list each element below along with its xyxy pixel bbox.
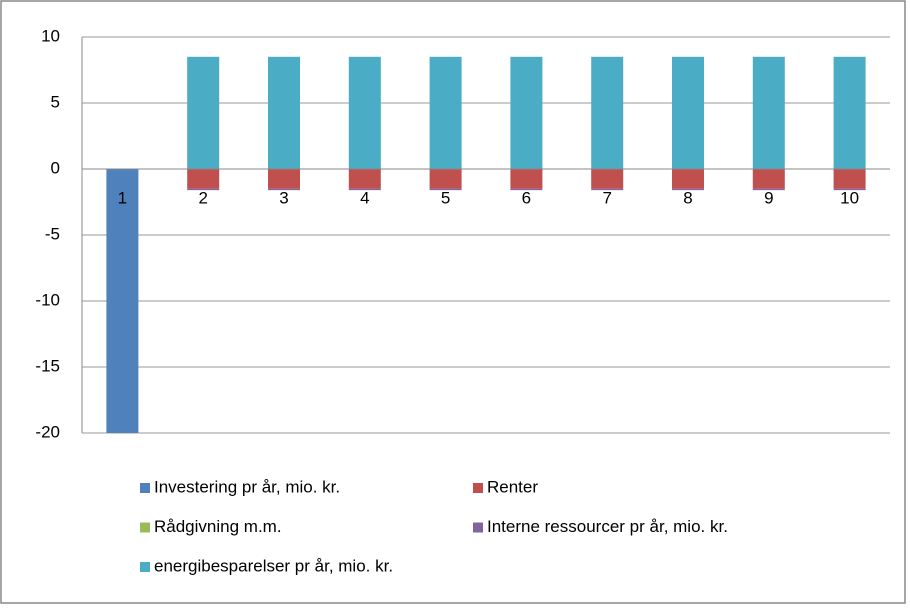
bar-segment <box>672 169 704 189</box>
y-tick-label: 0 <box>51 158 60 177</box>
legend-swatch <box>140 522 150 533</box>
bar-segment <box>429 169 462 189</box>
bar-segment <box>752 188 785 191</box>
legend-label: Investering pr år, mio. kr. <box>154 477 340 496</box>
bar-segment <box>833 169 866 189</box>
legend-label: Interne ressourcer pr år, mio. kr. <box>487 517 728 536</box>
y-tick-label: -5 <box>45 224 60 243</box>
y-tick-label: -20 <box>35 422 60 441</box>
x-tick-label: 3 <box>279 188 288 207</box>
y-tick-label: 5 <box>51 92 60 111</box>
bar-segment <box>348 169 381 189</box>
x-tick-label: 7 <box>602 188 611 207</box>
bar-segment <box>187 188 220 191</box>
bar-segment <box>268 169 300 189</box>
x-tick-label: 4 <box>360 188 369 207</box>
bar-segment <box>752 56 785 169</box>
bar-segment <box>752 169 785 189</box>
x-tick-label: 5 <box>441 188 450 207</box>
x-tick-label: 8 <box>683 188 692 207</box>
y-tick-label: -10 <box>35 290 60 309</box>
bar-segment <box>187 56 220 169</box>
legend-label: Rådgivning m.m. <box>154 517 282 536</box>
x-tick-label: 1 <box>118 188 127 207</box>
bar-segment <box>348 188 381 191</box>
legend-label: energibesparelser pr år, mio. kr. <box>154 556 393 575</box>
bar-segment <box>268 188 300 191</box>
bar-segment <box>510 188 543 191</box>
bar-segment <box>591 169 624 189</box>
bar-segment <box>591 188 624 191</box>
bar-segment <box>510 56 543 169</box>
bar-segment <box>510 169 543 189</box>
legend-swatch <box>473 483 483 493</box>
bar-segment <box>187 169 220 189</box>
legend-swatch <box>140 483 150 493</box>
bar-segment <box>672 56 704 169</box>
x-tick-label: 9 <box>764 188 773 207</box>
legend-swatch <box>473 522 483 533</box>
bar-segment <box>591 56 624 169</box>
x-tick-label: 2 <box>198 188 207 207</box>
y-tick-label: -15 <box>35 356 60 375</box>
bar-segment <box>348 56 381 169</box>
bar-segment <box>833 188 866 191</box>
bar-segment <box>106 169 139 433</box>
bar-segment <box>429 188 462 191</box>
legend-swatch <box>140 562 150 572</box>
x-tick-label: 6 <box>522 188 531 207</box>
y-tick-label: 10 <box>41 26 60 45</box>
legend-label: Renter <box>487 477 538 496</box>
bar-segment <box>833 56 866 169</box>
bar-segment <box>672 188 704 191</box>
bar-segment <box>429 56 462 169</box>
x-tick-label: 10 <box>840 188 859 207</box>
bar-segment <box>268 56 300 169</box>
